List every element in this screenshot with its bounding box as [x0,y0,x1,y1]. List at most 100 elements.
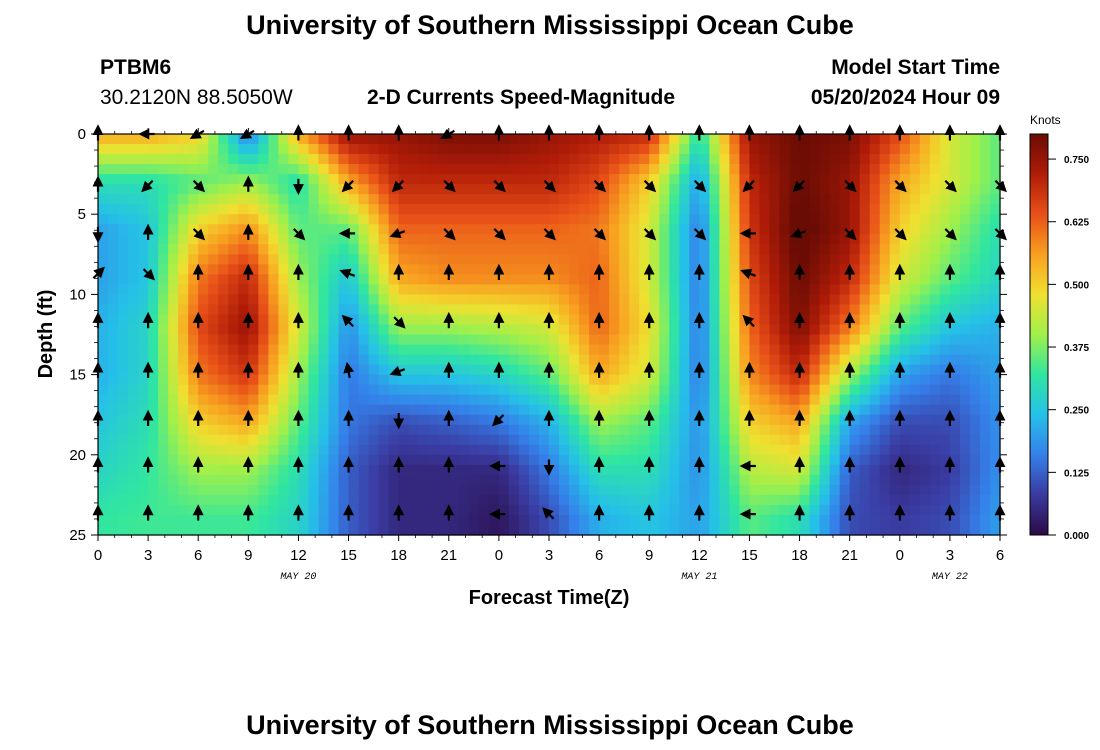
heatmap-cell [949,434,961,446]
heatmap-cell [208,154,219,165]
heatmap-cell [869,474,881,486]
heatmap-cell [248,254,259,265]
current-vector [393,316,406,329]
heatmap-cell [859,294,871,306]
heatmap-cell [98,144,109,155]
heatmap-cell [318,354,330,366]
heatmap-cell [559,384,570,396]
heatmap-cell [909,324,921,336]
heatmap-cell [579,374,590,386]
heatmap-cell [609,244,620,255]
heatmap-cell [168,394,179,406]
heatmap-cell [889,494,901,506]
y-tick-label: 5 [78,206,86,223]
heatmap-cell [749,224,761,235]
heatmap-cell [278,264,290,275]
heatmap-cell [178,134,189,145]
heatmap-cell [148,194,159,205]
heatmap-cell [148,484,159,496]
heatmap-cell [278,224,290,235]
heatmap-cell [849,464,861,476]
heatmap-cell [518,264,530,275]
heatmap-cell [819,494,831,506]
heatmap-cell [378,364,390,376]
heatmap-cell [528,464,540,476]
heatmap-cell [699,174,710,185]
heatmap-cell [468,494,480,506]
heatmap-cell [218,444,229,456]
heatmap-cell [789,354,801,366]
current-vector [740,268,756,280]
heatmap-cell [268,284,279,296]
heatmap-cell [528,204,540,215]
heatmap-cell [829,164,841,175]
heatmap-cell [308,194,320,205]
heatmap-cell [979,244,991,255]
heatmap-cell [198,324,209,336]
heatmap-cell [989,134,1001,145]
heatmap-cell [278,144,290,155]
heatmap-cell [839,144,851,155]
heatmap-cell [699,144,710,155]
heatmap-cell [649,194,660,205]
heatmap-cell [729,134,741,145]
heatmap-cell [318,414,330,426]
heatmap-cell [969,314,981,326]
heatmap-cell [468,304,480,316]
heatmap-cell [468,314,480,326]
heatmap-cell [719,514,730,526]
heatmap-cell [829,494,841,506]
heatmap-cell [408,464,420,476]
heatmap-cell [248,244,259,255]
heatmap-cell [388,134,400,145]
heatmap-cell [599,444,610,456]
axes: 0 3 6 9 12 15 18 21 0 3 6 9 12 15 18 21 0 3 60510152025MAY… [69,126,1007,583]
heatmap-cell [899,434,911,446]
heatmap-cell [138,274,149,285]
heatmap-cell [258,454,269,466]
heatmap-cell [909,304,921,316]
heatmap-cell [809,404,821,416]
heatmap-cell [599,284,610,296]
heatmap-cell [328,464,340,476]
heatmap-cell [118,414,129,426]
heatmap-cell [959,424,971,436]
heatmap-cell [609,514,620,526]
heatmap-cell [208,414,219,426]
heatmap-cell [739,214,751,225]
heatmap-cell [759,134,771,145]
heatmap-cell [428,504,440,516]
heatmap-cell [268,304,279,316]
heatmap-cell [919,464,931,476]
heatmap-cell [348,434,360,446]
heatmap-cell [508,304,520,316]
heatmap-cell [649,364,660,376]
heatmap-cell [258,224,269,235]
heatmap-cell [799,214,811,225]
heatmap-cell [549,294,560,306]
heatmap-cell [138,484,149,496]
heatmap-cell [779,344,791,356]
heatmap-cell [589,154,600,165]
heatmap-cell [428,274,440,285]
heatmap-cell [538,204,550,215]
heatmap-cell [679,384,690,396]
heatmap-cell [228,494,239,506]
heatmap-cell [649,444,660,456]
heatmap-cell [809,384,821,396]
heatmap-cell [639,144,650,155]
heatmap-cell [819,374,831,386]
heatmap-cell [889,444,901,456]
heatmap-cell [148,454,159,466]
heatmap-cell [859,264,871,275]
heatmap-cell [879,384,891,396]
heatmap-cell [789,324,801,336]
heatmap-cell [198,154,209,165]
heatmap-cell [949,454,961,466]
heatmap-cell [909,404,921,416]
heatmap-cell [889,324,901,336]
heatmap-cell [619,134,630,145]
heatmap-cell [959,434,971,446]
heatmap-cell [118,294,129,306]
heatmap-cell [408,414,420,426]
